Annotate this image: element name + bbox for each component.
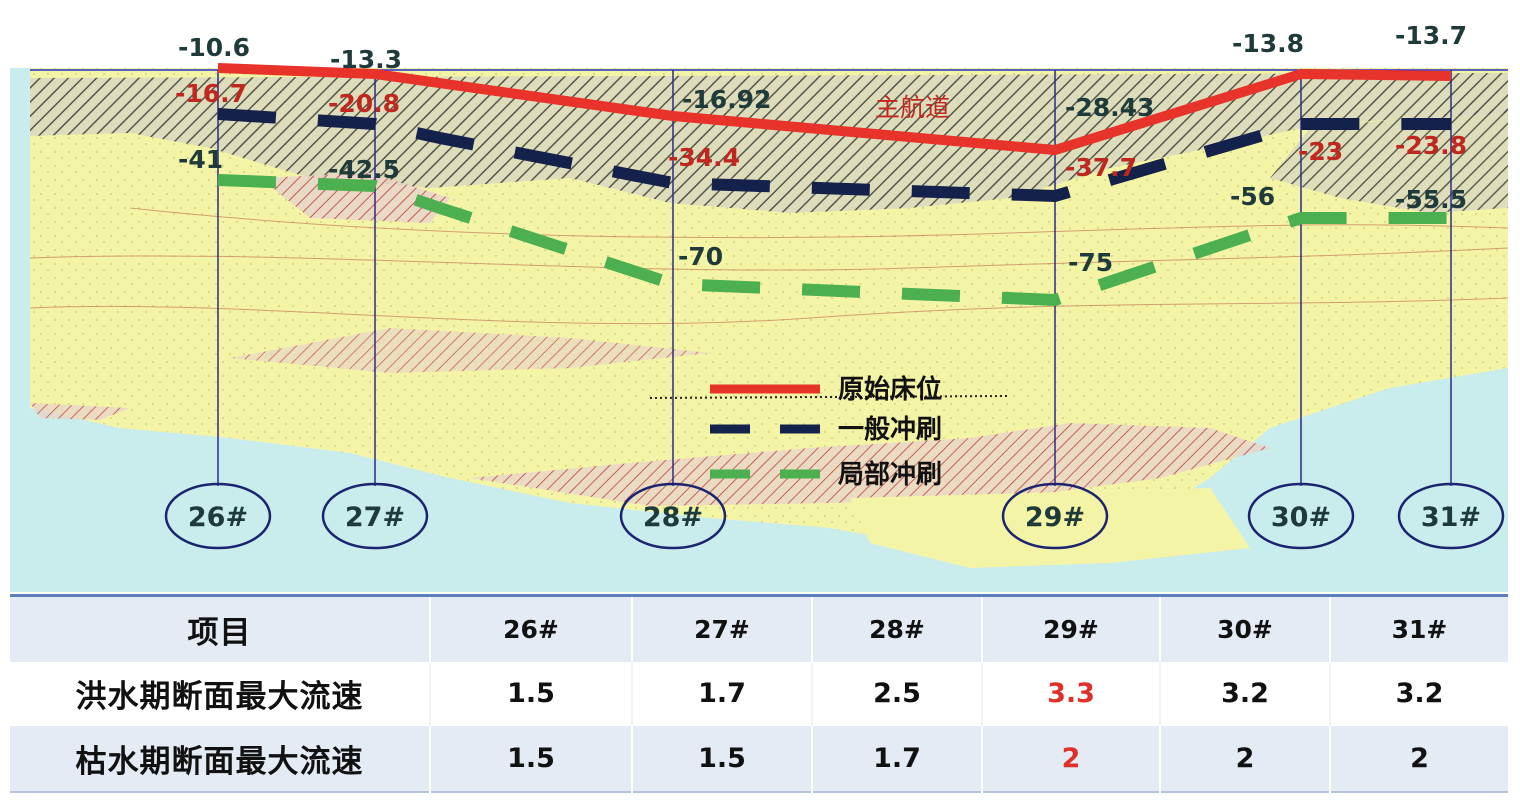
table-cell: 1.7 bbox=[631, 661, 812, 726]
legend: 原始床位 一般冲刷 局部冲刷 bbox=[710, 374, 942, 490]
upper-hatched-layer bbox=[30, 73, 1508, 213]
table-cell-highlight: 2 bbox=[981, 725, 1160, 792]
header-29: 29# bbox=[981, 595, 1160, 662]
original-29-label: -28.43 bbox=[1065, 93, 1154, 122]
row-label: 洪水期断面最大流速 bbox=[75, 679, 364, 715]
table-cell: 2.5 bbox=[811, 661, 982, 726]
original-26-label: -10.6 bbox=[178, 33, 250, 62]
pier-26-circle bbox=[164, 482, 272, 550]
header-item: 项目 bbox=[187, 614, 252, 651]
table-cell: 2 bbox=[1329, 725, 1508, 792]
general-26-label: -16.7 bbox=[175, 79, 247, 108]
legend-local-label: 局部冲刷 bbox=[838, 460, 942, 490]
original-31-label: -13.7 bbox=[1395, 21, 1467, 50]
header-26: 26# bbox=[429, 595, 632, 662]
table-cell-highlight: 3.3 bbox=[981, 661, 1160, 726]
general-29-label: -37.7 bbox=[1065, 153, 1137, 182]
pier-28-label: 28# bbox=[643, 502, 703, 533]
original-27-label: -13.3 bbox=[330, 45, 402, 74]
pier-30-circle bbox=[1247, 482, 1355, 550]
header-30: 30# bbox=[1159, 595, 1330, 662]
legend-original-label: 原始床位 bbox=[838, 374, 942, 405]
local-30-label: -56 bbox=[1230, 182, 1275, 211]
velocity-table: 项目 26# 27# 28# 29# 30# 31# 洪水期断面最大流速 1.5… bbox=[10, 594, 1508, 793]
local-31-label: -55.5 bbox=[1395, 185, 1467, 214]
pier-30-label: 30# bbox=[1271, 502, 1331, 533]
pier-28-circle bbox=[619, 482, 727, 550]
pier-27-circle bbox=[321, 482, 429, 550]
pier-29-label: 29# bbox=[1025, 502, 1085, 533]
general-scour-line bbox=[217, 108, 1451, 203]
general-27-label: -20.8 bbox=[328, 89, 400, 118]
local-28-label: -70 bbox=[678, 242, 723, 271]
general-31-label: -23.8 bbox=[1395, 131, 1467, 160]
header-27: 27# bbox=[631, 595, 812, 662]
table-cell: 1.5 bbox=[631, 725, 812, 792]
table-header-row: 项目 26# 27# 28# 29# 30# 31# bbox=[10, 595, 1508, 662]
pier-27-label: 27# bbox=[345, 502, 405, 533]
local-27-label: -42.5 bbox=[328, 155, 400, 184]
pier-31-circle bbox=[1397, 482, 1505, 550]
pier-26-label: 26# bbox=[188, 502, 248, 533]
local-29-label: -75 bbox=[1068, 248, 1113, 277]
table-cell: 1.5 bbox=[429, 725, 632, 792]
row-label: 枯水期断面最大流速 bbox=[75, 743, 364, 780]
general-30-label: -23 bbox=[1298, 137, 1343, 166]
original-bed-line bbox=[217, 63, 1452, 156]
table-cell: 1.7 bbox=[811, 725, 982, 792]
general-28-label: -34.4 bbox=[668, 143, 740, 172]
local-26-label: -41 bbox=[178, 145, 223, 174]
table-cell: 3.2 bbox=[1159, 661, 1330, 726]
original-28-label: -16.92 bbox=[682, 85, 771, 114]
table-cell: 1.5 bbox=[429, 661, 632, 726]
clay-lens-1 bbox=[260, 173, 450, 223]
table-cell: 2 bbox=[1159, 725, 1330, 792]
table-row: 枯水期断面最大流速 1.5 1.5 1.7 2 2 2 bbox=[10, 725, 1508, 792]
table-row: 洪水期断面最大流速 1.5 1.7 2.5 3.3 3.2 3.2 bbox=[10, 661, 1508, 726]
header-31: 31# bbox=[1329, 595, 1508, 662]
pier-31-label: 31# bbox=[1421, 502, 1481, 533]
table-cell: 3.2 bbox=[1329, 661, 1508, 726]
scour-profile-figure: 主航道 -10.6 -13.3 -16.92 -28.43 -13.8 -13.… bbox=[10, 8, 1508, 592]
local-scour-line bbox=[217, 174, 1451, 307]
clay-lens-2 bbox=[230, 328, 710, 373]
legend-general-label: 一般冲刷 bbox=[838, 415, 942, 445]
pier-29-circle bbox=[1001, 482, 1109, 550]
original-30-label: -13.8 bbox=[1232, 29, 1304, 58]
main-channel-label: 主航道 bbox=[875, 93, 950, 122]
header-28: 28# bbox=[811, 595, 982, 662]
